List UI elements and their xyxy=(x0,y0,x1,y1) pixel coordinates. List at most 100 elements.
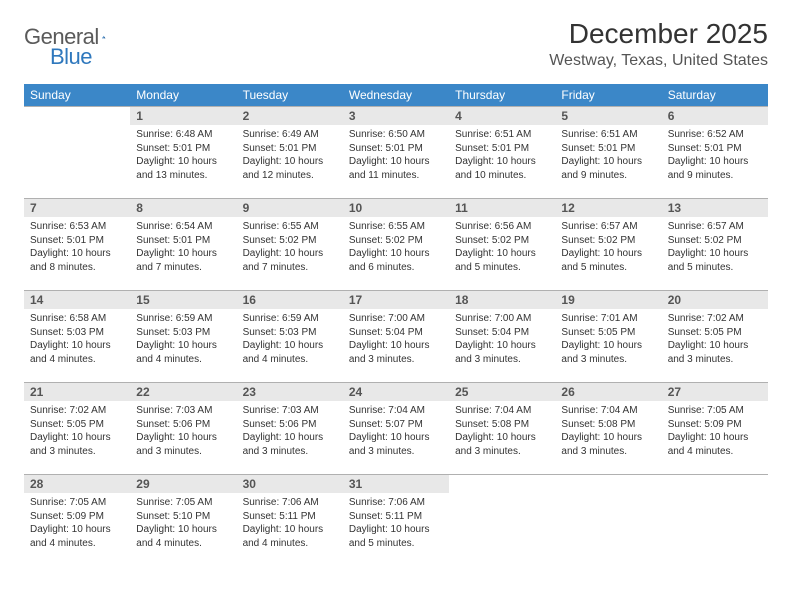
day-number: 27 xyxy=(662,383,768,401)
calendar-body: 1Sunrise: 6:48 AMSunset: 5:01 PMDaylight… xyxy=(24,107,768,567)
logo-text-blue: Blue xyxy=(50,44,92,69)
calendar-row: 1Sunrise: 6:48 AMSunset: 5:01 PMDaylight… xyxy=(24,107,768,199)
calendar-cell: 24Sunrise: 7:04 AMSunset: 5:07 PMDayligh… xyxy=(343,383,449,475)
sunset-text: Sunset: 5:02 PM xyxy=(243,234,337,248)
sunrise-text: Sunrise: 6:54 AM xyxy=(136,220,230,234)
day-number: 3 xyxy=(343,107,449,125)
sunset-text: Sunset: 5:06 PM xyxy=(243,418,337,432)
sunrise-text: Sunrise: 6:56 AM xyxy=(455,220,549,234)
day-number xyxy=(662,475,768,479)
sunrise-text: Sunrise: 6:49 AM xyxy=(243,128,337,142)
calendar-cell: 12Sunrise: 6:57 AMSunset: 5:02 PMDayligh… xyxy=(555,199,661,291)
day-details: Sunrise: 7:04 AMSunset: 5:08 PMDaylight:… xyxy=(555,401,661,462)
day-details: Sunrise: 7:05 AMSunset: 5:09 PMDaylight:… xyxy=(24,493,130,554)
day-number xyxy=(449,475,555,479)
daylight-text: Daylight: 10 hours and 7 minutes. xyxy=(243,247,337,274)
calendar-cell xyxy=(449,475,555,567)
daylight-text: Daylight: 10 hours and 3 minutes. xyxy=(455,339,549,366)
daylight-text: Daylight: 10 hours and 9 minutes. xyxy=(561,155,655,182)
calendar-cell: 21Sunrise: 7:02 AMSunset: 5:05 PMDayligh… xyxy=(24,383,130,475)
sunset-text: Sunset: 5:08 PM xyxy=(455,418,549,432)
day-details: Sunrise: 7:04 AMSunset: 5:08 PMDaylight:… xyxy=(449,401,555,462)
day-number: 29 xyxy=(130,475,236,493)
day-number: 12 xyxy=(555,199,661,217)
day-number: 13 xyxy=(662,199,768,217)
sunrise-text: Sunrise: 7:01 AM xyxy=(561,312,655,326)
day-number: 22 xyxy=(130,383,236,401)
day-details: Sunrise: 6:55 AMSunset: 5:02 PMDaylight:… xyxy=(237,217,343,278)
day-number: 18 xyxy=(449,291,555,309)
weekday-monday: Monday xyxy=(130,84,236,107)
day-details: Sunrise: 6:57 AMSunset: 5:02 PMDaylight:… xyxy=(555,217,661,278)
calendar-cell: 3Sunrise: 6:50 AMSunset: 5:01 PMDaylight… xyxy=(343,107,449,199)
sunset-text: Sunset: 5:11 PM xyxy=(243,510,337,524)
sunset-text: Sunset: 5:08 PM xyxy=(561,418,655,432)
sunrise-text: Sunrise: 7:04 AM xyxy=(455,404,549,418)
calendar-cell: 4Sunrise: 6:51 AMSunset: 5:01 PMDaylight… xyxy=(449,107,555,199)
sunset-text: Sunset: 5:11 PM xyxy=(349,510,443,524)
day-number: 31 xyxy=(343,475,449,493)
sunset-text: Sunset: 5:01 PM xyxy=(30,234,124,248)
day-details: Sunrise: 6:57 AMSunset: 5:02 PMDaylight:… xyxy=(662,217,768,278)
sunrise-text: Sunrise: 7:04 AM xyxy=(561,404,655,418)
daylight-text: Daylight: 10 hours and 5 minutes. xyxy=(561,247,655,274)
day-details: Sunrise: 7:00 AMSunset: 5:04 PMDaylight:… xyxy=(343,309,449,370)
day-number: 24 xyxy=(343,383,449,401)
sunset-text: Sunset: 5:01 PM xyxy=(668,142,762,156)
day-number: 30 xyxy=(237,475,343,493)
sunset-text: Sunset: 5:05 PM xyxy=(668,326,762,340)
weekday-header-row: Sunday Monday Tuesday Wednesday Thursday… xyxy=(24,84,768,107)
day-number: 11 xyxy=(449,199,555,217)
weekday-tuesday: Tuesday xyxy=(237,84,343,107)
day-details: Sunrise: 7:02 AMSunset: 5:05 PMDaylight:… xyxy=(24,401,130,462)
day-details: Sunrise: 7:03 AMSunset: 5:06 PMDaylight:… xyxy=(237,401,343,462)
day-details: Sunrise: 6:49 AMSunset: 5:01 PMDaylight:… xyxy=(237,125,343,186)
day-details: Sunrise: 6:54 AMSunset: 5:01 PMDaylight:… xyxy=(130,217,236,278)
day-number: 21 xyxy=(24,383,130,401)
sunset-text: Sunset: 5:09 PM xyxy=(668,418,762,432)
calendar-cell: 22Sunrise: 7:03 AMSunset: 5:06 PMDayligh… xyxy=(130,383,236,475)
day-number: 2 xyxy=(237,107,343,125)
sunrise-text: Sunrise: 6:58 AM xyxy=(30,312,124,326)
calendar-cell: 1Sunrise: 6:48 AMSunset: 5:01 PMDaylight… xyxy=(130,107,236,199)
day-details: Sunrise: 7:06 AMSunset: 5:11 PMDaylight:… xyxy=(343,493,449,554)
calendar-cell: 28Sunrise: 7:05 AMSunset: 5:09 PMDayligh… xyxy=(24,475,130,567)
calendar-row: 21Sunrise: 7:02 AMSunset: 5:05 PMDayligh… xyxy=(24,383,768,475)
calendar-cell: 11Sunrise: 6:56 AMSunset: 5:02 PMDayligh… xyxy=(449,199,555,291)
calendar-cell: 7Sunrise: 6:53 AMSunset: 5:01 PMDaylight… xyxy=(24,199,130,291)
calendar-cell: 14Sunrise: 6:58 AMSunset: 5:03 PMDayligh… xyxy=(24,291,130,383)
sunrise-text: Sunrise: 7:05 AM xyxy=(30,496,124,510)
day-details: Sunrise: 6:56 AMSunset: 5:02 PMDaylight:… xyxy=(449,217,555,278)
day-number: 28 xyxy=(24,475,130,493)
daylight-text: Daylight: 10 hours and 13 minutes. xyxy=(136,155,230,182)
sunset-text: Sunset: 5:01 PM xyxy=(349,142,443,156)
day-details: Sunrise: 6:52 AMSunset: 5:01 PMDaylight:… xyxy=(662,125,768,186)
sunset-text: Sunset: 5:02 PM xyxy=(668,234,762,248)
calendar-cell: 26Sunrise: 7:04 AMSunset: 5:08 PMDayligh… xyxy=(555,383,661,475)
sunrise-text: Sunrise: 6:55 AM xyxy=(349,220,443,234)
daylight-text: Daylight: 10 hours and 9 minutes. xyxy=(668,155,762,182)
day-details: Sunrise: 6:53 AMSunset: 5:01 PMDaylight:… xyxy=(24,217,130,278)
daylight-text: Daylight: 10 hours and 3 minutes. xyxy=(30,431,124,458)
sunrise-text: Sunrise: 7:05 AM xyxy=(668,404,762,418)
sunrise-text: Sunrise: 6:59 AM xyxy=(243,312,337,326)
sunset-text: Sunset: 5:05 PM xyxy=(561,326,655,340)
day-number: 4 xyxy=(449,107,555,125)
day-number xyxy=(555,475,661,479)
sunrise-text: Sunrise: 6:50 AM xyxy=(349,128,443,142)
daylight-text: Daylight: 10 hours and 12 minutes. xyxy=(243,155,337,182)
sunrise-text: Sunrise: 6:48 AM xyxy=(136,128,230,142)
day-details: Sunrise: 7:05 AMSunset: 5:10 PMDaylight:… xyxy=(130,493,236,554)
sunset-text: Sunset: 5:03 PM xyxy=(243,326,337,340)
sunset-text: Sunset: 5:06 PM xyxy=(136,418,230,432)
daylight-text: Daylight: 10 hours and 4 minutes. xyxy=(243,523,337,550)
sunset-text: Sunset: 5:05 PM xyxy=(30,418,124,432)
sunset-text: Sunset: 5:01 PM xyxy=(136,234,230,248)
day-number: 8 xyxy=(130,199,236,217)
day-details: Sunrise: 7:02 AMSunset: 5:05 PMDaylight:… xyxy=(662,309,768,370)
day-number: 1 xyxy=(130,107,236,125)
calendar-cell xyxy=(555,475,661,567)
daylight-text: Daylight: 10 hours and 3 minutes. xyxy=(136,431,230,458)
calendar-cell: 17Sunrise: 7:00 AMSunset: 5:04 PMDayligh… xyxy=(343,291,449,383)
daylight-text: Daylight: 10 hours and 8 minutes. xyxy=(30,247,124,274)
